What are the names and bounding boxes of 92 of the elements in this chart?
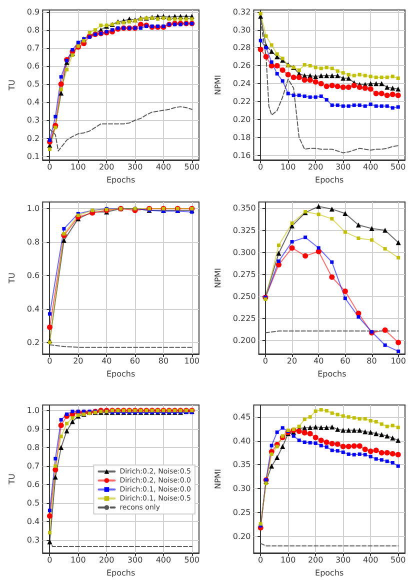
y-tick-label: 0.200 <box>232 336 256 346</box>
x-tick-label: 300 <box>335 556 351 564</box>
y-tick-label: 0.22 <box>232 97 251 106</box>
y-tick-label: 0.5 <box>26 80 40 89</box>
x-tick-label: 200 <box>98 162 114 172</box>
x-tick-label: 100 <box>70 162 86 172</box>
x-tick-label: 200 <box>308 556 324 564</box>
x-tick-label: 400 <box>156 162 172 172</box>
y-tick-label: 0.8 <box>26 238 40 247</box>
x-tick-label: 300 <box>335 162 351 172</box>
y-tick-label: 0.1 <box>26 152 40 161</box>
y-tick-label: 0.6 <box>26 62 40 71</box>
x-tick-label: 0 <box>258 162 264 172</box>
x-tick-label: 500 <box>390 556 406 564</box>
y-tick-label: 0.300 <box>232 248 256 257</box>
y-axis-title: NPMI <box>214 74 222 96</box>
x-tick-label: 400 <box>362 556 378 564</box>
x-tick-label: 500 <box>184 162 200 172</box>
y-tick-label: 0.20 <box>232 532 251 541</box>
x-tick-label: 100 <box>70 556 86 564</box>
x-tick-label: 80 <box>158 356 169 366</box>
y-tick-label: 0.4 <box>26 98 40 107</box>
x-tick-label: 0 <box>47 162 52 172</box>
y-tick-label: 0.30 <box>232 25 251 34</box>
x-tick-label: 100 <box>184 356 200 366</box>
x-axis-title: Epochs <box>106 369 136 378</box>
x-tick-label: 0 <box>262 356 268 366</box>
x-tick-label: 200 <box>98 556 114 564</box>
y-tick-label: 0.25 <box>232 508 251 517</box>
y-tick-label: 0.40 <box>232 436 251 446</box>
x-axis-title: Epochs <box>315 175 344 184</box>
y-tick-label: 0.9 <box>26 424 40 434</box>
y-tick-label: 0.225 <box>232 314 256 324</box>
y-axis-title: TU <box>8 79 16 92</box>
y-tick-label: 1.0 <box>26 406 40 416</box>
y-axis-title: TU <box>8 473 16 486</box>
x-tick-label: 0 <box>47 356 52 366</box>
y-tick-label: 0.16 <box>232 151 251 160</box>
y-tick-label: 0.325 <box>232 226 256 235</box>
y-tick-label: 0.6 <box>26 270 40 280</box>
x-tick-label: 100 <box>390 356 406 366</box>
x-tick-label: 20 <box>286 356 298 366</box>
x-tick-label: 60 <box>340 356 350 366</box>
y-tick-label: 0.6 <box>26 480 40 490</box>
x-tick-label: 300 <box>127 556 143 564</box>
x-tick-label: 80 <box>366 356 377 366</box>
y-tick-label: 0.20 <box>232 115 251 124</box>
x-tick-label: 500 <box>184 556 200 564</box>
x-tick-label: 40 <box>102 356 112 366</box>
y-tick-label: 0.35 <box>232 460 251 470</box>
x-tick-label: 0 <box>258 556 264 564</box>
x-axis-title: Epochs <box>106 568 136 578</box>
y-tick-label: 0.4 <box>26 304 40 314</box>
x-tick-label: 300 <box>127 162 143 172</box>
y-tick-label: 0.2 <box>26 134 40 143</box>
x-axis-title: Epochs <box>106 175 136 184</box>
x-tick-label: 60 <box>130 356 140 366</box>
x-tick-label: 40 <box>314 356 324 366</box>
y-tick-label: 0.9 <box>26 7 40 16</box>
y-tick-label: 0.250 <box>232 292 256 302</box>
y-tick-label: 0.45 <box>232 412 251 422</box>
y-tick-label: 0.5 <box>26 498 40 508</box>
y-tick-label: 0.3 <box>26 116 40 125</box>
x-tick-label: 100 <box>280 556 296 564</box>
x-tick-label: 400 <box>156 556 172 564</box>
y-tick-label: 0.7 <box>26 462 40 471</box>
y-tick-label: 0.3 <box>26 536 40 545</box>
y-tick-label: 0.4 <box>26 517 40 526</box>
y-tick-label: 0.24 <box>232 79 251 88</box>
x-tick-label: 500 <box>390 162 406 172</box>
y-tick-label: 0.350 <box>232 204 256 213</box>
y-tick-label: 0.28 <box>232 43 251 52</box>
y-tick-label: 0.8 <box>26 25 40 34</box>
y-tick-label: 0.32 <box>232 7 251 16</box>
x-tick-label: 20 <box>73 356 84 366</box>
y-tick-label: 0.275 <box>232 270 256 279</box>
x-axis-title: Epochs <box>315 568 344 578</box>
x-tick-label: 400 <box>362 162 378 172</box>
y-axis-title: NPMI <box>214 468 222 490</box>
x-tick-label: 200 <box>308 162 324 172</box>
x-axis-title: Epochs <box>318 369 346 378</box>
y-tick-label: 0.7 <box>26 43 40 52</box>
y-tick-label: 1.0 <box>26 204 40 214</box>
x-tick-label: 0 <box>47 556 52 564</box>
y-axis-title: TU <box>8 272 16 284</box>
x-tick-label: 100 <box>280 162 296 172</box>
y-tick-label: 0.18 <box>232 133 251 142</box>
y-tick-label: 0.8 <box>26 443 40 452</box>
y-tick-label: 0.26 <box>232 61 251 70</box>
y-tick-label: 0.30 <box>232 484 251 494</box>
y-axis-title: NPMI <box>214 268 222 288</box>
y-tick-label: 0.2 <box>26 338 40 347</box>
